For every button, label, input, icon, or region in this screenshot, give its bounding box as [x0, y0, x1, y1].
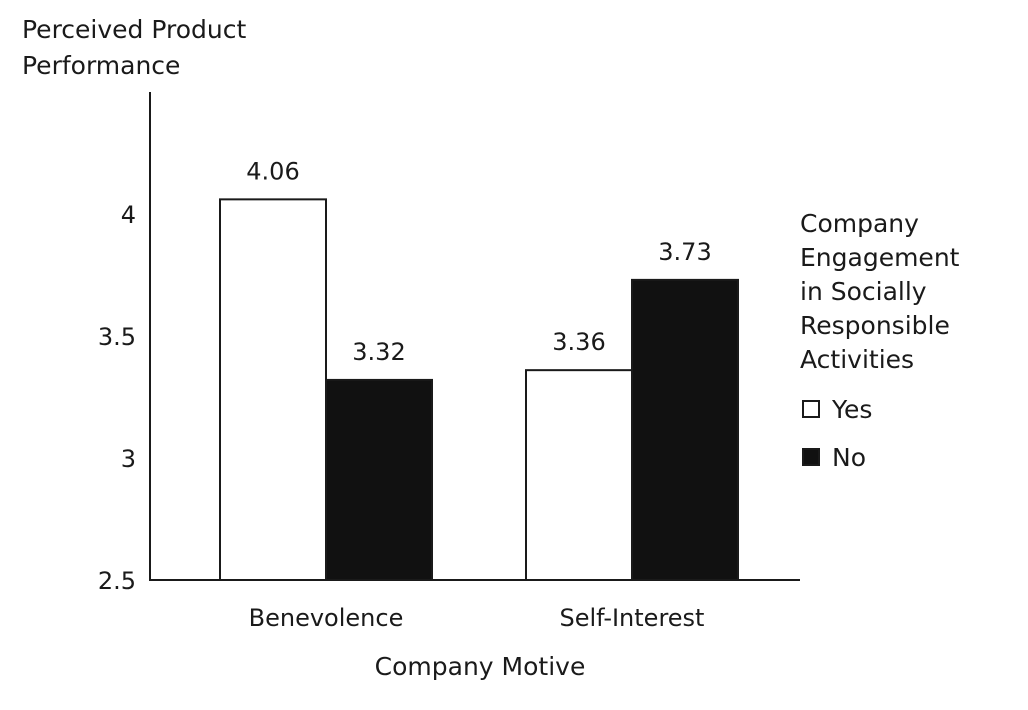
legend-swatch-yes: [802, 400, 820, 418]
legend-label-yes: Yes: [832, 394, 873, 424]
legend-title-line-5: Activities: [800, 345, 915, 374]
bar-no-benevolence: [325, 378, 433, 582]
x-tick-label: Benevolence: [249, 604, 404, 632]
y-tick-label: 3.5: [98, 323, 136, 351]
bar-no-self-interest: [631, 278, 739, 581]
legend-item-yes: Yes: [802, 394, 872, 424]
data-label: 3.36: [552, 328, 605, 356]
legend-swatch-no: [802, 448, 820, 466]
y-tick-label: 2.5: [98, 567, 136, 595]
legend-title-line-3: in Socially: [800, 277, 927, 306]
legend-item-no: No: [802, 442, 866, 472]
x-tick-label: Self-Interest: [560, 604, 705, 632]
legend-title-line-2: Engagement: [800, 243, 960, 272]
y-axis-label-line-2: Performance: [22, 51, 181, 80]
y-tick-label: 3: [121, 445, 136, 473]
y-axis-label-line-1: Perceived Product: [22, 15, 247, 44]
bar-yes-benevolence: [219, 198, 327, 582]
data-label: 3.32: [352, 338, 405, 366]
data-label: 4.06: [246, 157, 299, 185]
legend-title-line-4: Responsible: [800, 311, 950, 340]
legend-label-no: No: [832, 442, 866, 472]
bar-yes-self-interest: [525, 369, 633, 581]
y-tick-label: 4: [121, 201, 136, 229]
legend-title-line-1: Company: [800, 209, 919, 238]
x-axis-label: Company Motive: [374, 652, 586, 681]
data-label: 3.73: [658, 238, 711, 266]
